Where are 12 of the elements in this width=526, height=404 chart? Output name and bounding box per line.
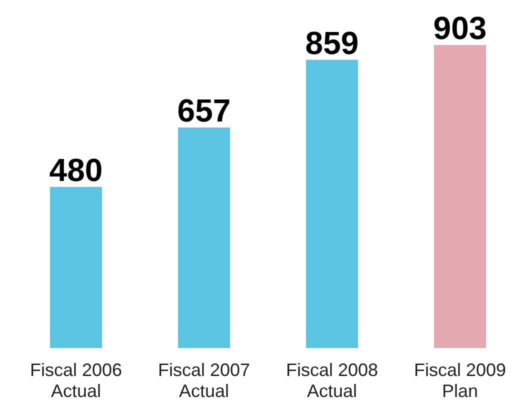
data-label: 903 (433, 10, 487, 46)
bar (178, 128, 230, 348)
x-tick-label: Fiscal 2008 Actual (286, 360, 378, 401)
data-label: 859 (305, 24, 359, 61)
data-label: 657 (177, 92, 231, 129)
data-label: 480 (49, 152, 103, 188)
x-tick-label: Fiscal 2007 Actual (158, 360, 250, 401)
x-tick-label: Fiscal 2009 Plan (414, 360, 506, 401)
x-tick-label: Fiscal 2006 Actual (30, 360, 122, 401)
bar (434, 45, 486, 348)
bar (306, 60, 358, 348)
bar (50, 186, 102, 348)
